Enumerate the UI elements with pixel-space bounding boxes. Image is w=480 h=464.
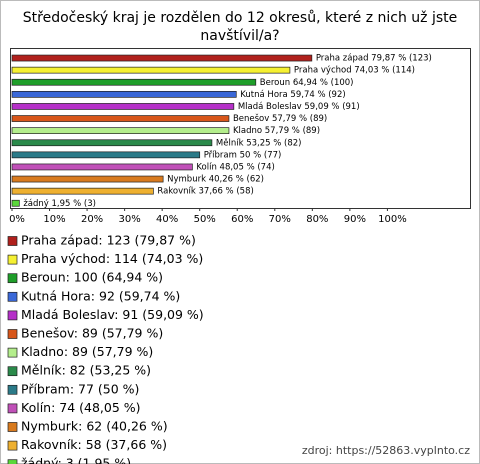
legend-label: Příbram: 77 (50 %) [21,381,139,396]
value-label: Benešov 57,79 % (89) [233,113,327,124]
legend-swatch [7,310,18,321]
bar [11,78,257,86]
x-tick-label: 30% [119,214,141,225]
legend-label: Beroun: 100 (64,94 %) [21,270,163,285]
value-label: Příbram 50 % (77) [204,150,282,160]
legend-swatch [7,366,18,377]
legend-swatch [7,273,18,284]
legend-swatch [7,459,18,464]
chart-title: Středočeský kraj je rozdělen do 12 okres… [23,10,458,26]
value-label: Mladá Boleslav 59,09 % (91) [238,102,360,112]
legend-label: Kladno: 89 (57,79 %) [21,344,153,359]
bar [11,66,291,74]
legend-swatch [7,291,18,302]
legend-label: Nymburk: 62 (40,26 %) [21,419,168,434]
legend-swatch [7,440,18,451]
value-label: Praha západ 79,87 % (123) [316,54,432,64]
chart-title: navštívil/a? [200,28,279,44]
legend-label: žádný: 3 (1,95 %) [21,456,131,464]
legend-swatch [7,403,18,414]
value-label: Kutná Hora 59,74 % (92) [240,90,345,100]
x-tick-label: 90% [344,214,366,225]
value-label: Nymburk 40,26 % (62) [167,175,264,185]
legend-swatch [7,422,18,432]
bar [11,187,154,195]
x-tick-label: 0% [9,214,25,225]
source: zdroj: https://52863.vyplnto.cz [302,444,470,457]
value-label: Kolín 48,05 % (74) [196,162,274,172]
bar [11,115,230,122]
bar [11,151,201,159]
bar [11,163,193,171]
bar [11,175,164,183]
legend-label: Benešov: 89 (57,79 %) [21,326,163,341]
bar [11,139,213,147]
bar [11,54,313,62]
legend-label: Praha východ: 114 (74,03 %) [21,251,203,266]
legend-swatch [7,347,18,358]
value-label: Beroun 64,94 % (100) [260,78,354,88]
x-tick-label: 80% [306,214,328,225]
value-label: žádný 1,95 % (3) [23,199,96,209]
legend-swatch [7,384,18,395]
legend-label: Kolín: 74 (48,05 %) [21,400,141,415]
legend-label: Kutná Hora: 92 (59,74 %) [21,288,180,303]
legend-swatch [7,329,18,339]
x-tick-label: 50% [194,214,216,225]
x-tick-label: 40% [156,214,178,225]
legend-label: Praha západ: 123 (79,87 %) [21,233,196,248]
legend-label: Mělník: 82 (53,25 %) [21,363,151,378]
x-tick-label: 100% [378,214,407,225]
x-tick-label: 20% [81,214,103,225]
legend-swatch [7,236,18,246]
x-tick-label: 60% [231,214,253,225]
legend-swatch [7,254,18,265]
x-tick-label: 70% [269,214,291,225]
legend-label: Mladá Boleslav: 91 (59,09 %) [21,307,204,322]
bar [11,127,230,135]
bar [11,90,237,98]
x-tick-label: 10% [43,214,65,225]
legend-label: Rakovník: 58 (37,66 %) [21,437,167,452]
value-label: Mělník 53,25 % (82) [216,138,302,148]
bar [11,199,20,207]
value-label: Rakovník 37,66 % (58) [157,187,253,197]
value-label: Kladno 57,79 % (89) [233,126,320,136]
value-label: Praha východ 74,03 % (114) [294,66,415,76]
bar [11,103,235,110]
